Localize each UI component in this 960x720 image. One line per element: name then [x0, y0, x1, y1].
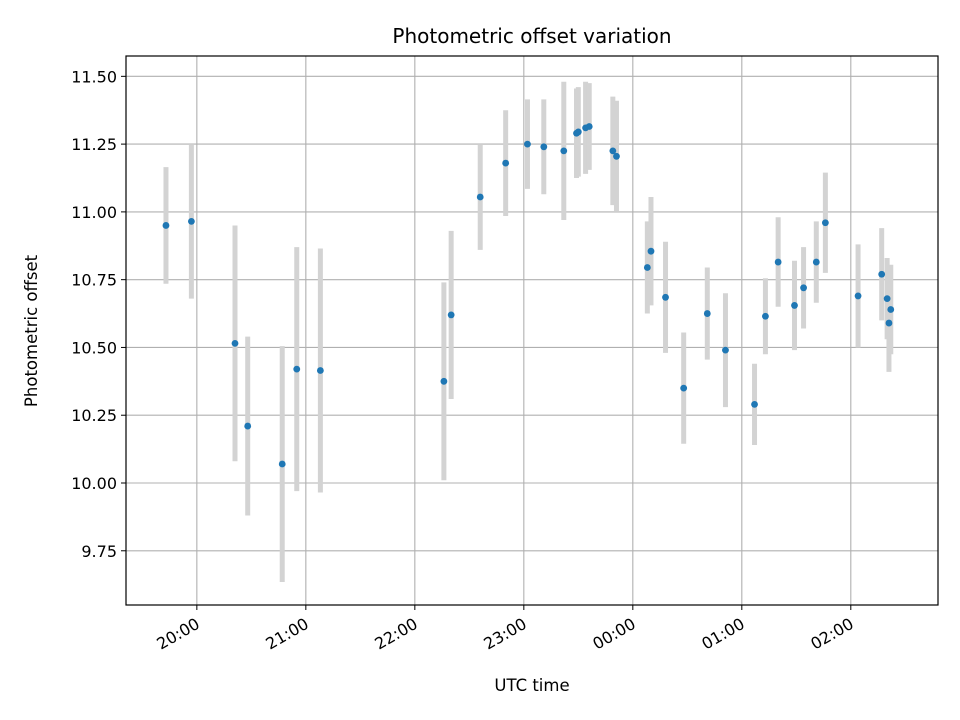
y-tick-label: 11.25: [71, 135, 117, 154]
y-axis-title: Photometric offset: [22, 254, 41, 407]
y-tick-label: 10.75: [71, 271, 117, 290]
data-point: [883, 295, 891, 303]
y-tick-label: 11.50: [71, 67, 117, 86]
data-point: [878, 270, 886, 278]
y-tick-label: 9.75: [81, 542, 117, 561]
y-axis-ticks: 9.75 10.00 10.25 10.50 10.75 11.00 11.25 11.50: [71, 67, 126, 561]
data-point: [774, 258, 782, 266]
data-point: [574, 128, 582, 136]
data-point: [812, 258, 820, 266]
data-point: [821, 219, 829, 227]
data-point: [613, 152, 620, 160]
y-tick-label: 11.00: [71, 203, 117, 222]
grid: [126, 56, 938, 605]
data-point: [440, 377, 448, 385]
data-point: [751, 400, 758, 408]
data-point: [447, 311, 455, 319]
y-tick-label: 10.25: [71, 406, 117, 425]
data-point: [722, 346, 729, 354]
chart-title: Photometric offset variation: [392, 24, 671, 48]
x-axis-title: UTC time: [494, 676, 569, 695]
data-point: [800, 284, 807, 292]
data-point: [703, 310, 711, 317]
data-point: [244, 422, 252, 430]
data-point: [560, 147, 568, 155]
data-point: [585, 123, 593, 130]
y-tick-label: 10.50: [71, 338, 117, 357]
data-point: [293, 365, 301, 373]
y-tick-label: 10.00: [71, 474, 117, 493]
data-point: [662, 293, 669, 301]
data-point: [887, 306, 895, 313]
data-point: [680, 384, 688, 392]
data-point: [162, 222, 170, 229]
data-point: [854, 292, 862, 300]
data-point: [647, 247, 655, 255]
data-point: [609, 147, 617, 155]
data-point: [476, 193, 484, 201]
plot-frame: [125, 55, 939, 606]
data-point: [791, 302, 798, 309]
data-point: [885, 319, 893, 327]
data-point: [502, 159, 510, 167]
data-point: [540, 143, 548, 151]
data-point: [524, 140, 531, 148]
data-point: [643, 264, 651, 271]
data-point: [762, 312, 769, 320]
data-point: [316, 367, 324, 374]
data-points: [162, 123, 895, 468]
data-point: [187, 217, 195, 225]
data-point: [278, 460, 286, 468]
data-point: [231, 339, 239, 347]
